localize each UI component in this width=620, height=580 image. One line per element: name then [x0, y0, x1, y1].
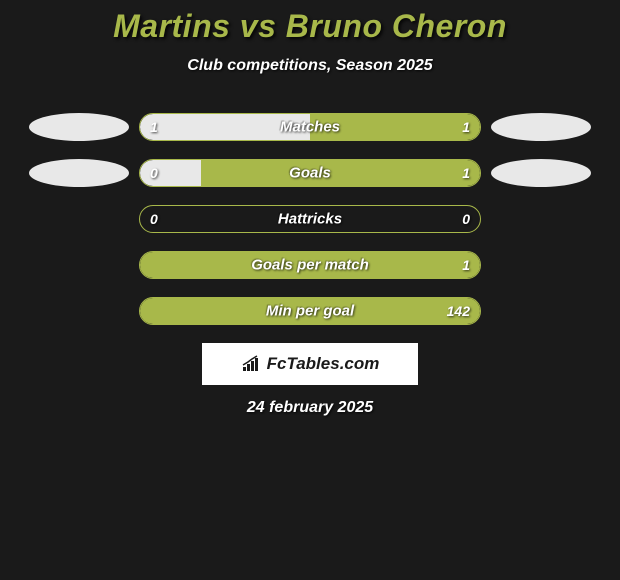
- chart-bars-icon: [241, 355, 263, 373]
- date-text: 24 february 2025: [0, 399, 620, 417]
- player-ellipse-left: [29, 113, 129, 141]
- stat-bar: Min per goal 142: [139, 297, 481, 325]
- page-subtitle: Club competitions, Season 2025: [0, 57, 620, 75]
- stat-row: Goals per match 1: [10, 251, 610, 279]
- stat-bar: 0 Goals 1: [139, 159, 481, 187]
- stat-bar: Goals per match 1: [139, 251, 481, 279]
- stat-value-left: 0: [150, 165, 158, 181]
- player-ellipse-right: [491, 159, 591, 187]
- ellipse-right-wrap: [481, 113, 601, 141]
- bar-segment-left: [140, 114, 310, 140]
- stat-bar: 1 Matches 1: [139, 113, 481, 141]
- ellipse-right-wrap: [481, 159, 601, 187]
- bar-segment-right: [201, 160, 480, 186]
- stat-value-left: 1: [150, 119, 158, 135]
- logo-text: FcTables.com: [267, 354, 380, 374]
- stat-value-right: 0: [462, 211, 470, 227]
- bar-segment-right: [140, 252, 480, 278]
- comparison-infographic: Martins vs Bruno Cheron Club competition…: [0, 0, 620, 417]
- player-ellipse-right: [491, 113, 591, 141]
- page-title: Martins vs Bruno Cheron: [0, 8, 620, 45]
- chart-area: 1 Matches 1 0 Goals 1: [0, 113, 620, 325]
- stat-row: Min per goal 142: [10, 297, 610, 325]
- stat-value-right: 1: [462, 119, 470, 135]
- logo-box: FcTables.com: [202, 343, 418, 385]
- stat-value-right: 1: [462, 165, 470, 181]
- stat-row: 0 Hattricks 0: [10, 205, 610, 233]
- player-ellipse-left: [29, 159, 129, 187]
- stat-row: 0 Goals 1: [10, 159, 610, 187]
- bar-segment-right: [310, 114, 480, 140]
- stat-row: 1 Matches 1: [10, 113, 610, 141]
- ellipse-left-wrap: [19, 113, 139, 141]
- stat-bar: 0 Hattricks 0: [139, 205, 481, 233]
- stat-value-right: 142: [447, 303, 470, 319]
- stat-value-left: 0: [150, 211, 158, 227]
- ellipse-left-wrap: [19, 159, 139, 187]
- bar-segment-right: [140, 298, 480, 324]
- stat-label: Hattricks: [140, 211, 480, 228]
- stat-value-right: 1: [462, 257, 470, 273]
